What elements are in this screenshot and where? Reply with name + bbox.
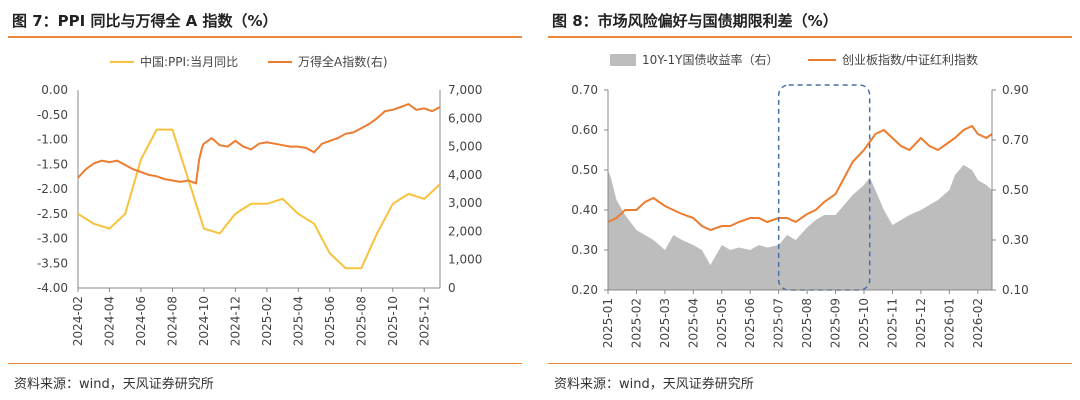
x-tick-label: 2025-04 [291,296,305,346]
x-tick-label: 2025-06 [323,296,337,346]
right-y-tick-label: 6,000 [448,111,482,125]
left-source-rule [8,363,522,364]
right-y-tick-label: 4,000 [448,168,482,182]
right-chart: 0.70 0.60 0.50 0.40 0.30 0.20 0.90 0.70 0.50 0.30… [571,52,1029,348]
right-panel: 图 8：市场风险偏好与国债期限利差（%） 0.70 0.60 0.50 0.40 0.3… [540,0,1080,400]
x-tick-label: 2025-12 [914,298,928,348]
right-title-rule [548,36,1072,38]
left-y-tick-label: 0.60 [571,123,598,137]
legend-ratio-label: 创业板指数/中证红利指数 [842,52,978,67]
left-y-tick-label: 0.50 [571,163,598,177]
left-y-tick-label: -0.50 [37,108,68,122]
right-y-tick-label: 0 [448,281,456,295]
x-tick-label: 2025-05 [715,298,729,348]
x-tick-label: 2025-10 [857,298,871,348]
x-tick-label: 2026-02 [971,298,985,348]
x-tick-label: 2025-11 [885,298,899,348]
x-tick-label: 2025-08 [354,296,368,346]
right-y-tick-label: 2,000 [448,224,482,238]
right-y-tick-label: 0.70 [1002,133,1029,147]
left-y-tick-label: 0.20 [571,283,598,297]
ppi-line [77,128,441,270]
right-y-tick-label: 7,000 [448,83,482,97]
x-tick-label: 2025-01 [601,298,615,348]
right-y-tick-label: 0.30 [1002,233,1029,247]
left-source-note: 资料来源：wind，天风证券研究所 [14,377,214,392]
left-y-tick-label: -1.00 [37,133,68,147]
wind-a-index-line [77,102,441,185]
x-tick-label: 2024-04 [102,296,116,346]
right-y-tick-label: 0.50 [1002,183,1029,197]
legend-index-label: 万得全A指数(右) [298,54,388,69]
x-tick-label: 2024-12 [228,296,242,346]
left-y-tick-label: 0.30 [571,243,598,257]
x-tick-label: 2024-10 [197,296,211,346]
left-y-tick-label: -1.50 [37,157,68,171]
x-tick-label: 2026-01 [942,298,956,348]
x-tick-label: 2025-12 [417,296,431,346]
left-y-tick-label: -2.50 [37,207,68,221]
x-tick-label: 2024-06 [134,296,148,346]
x-tick-label: 2025-06 [743,298,757,348]
x-tick-label: 2024-02 [71,296,85,346]
left-y-tick-label: -3.50 [37,256,68,270]
x-tick-label: 2025-02 [629,298,643,348]
right-y-tick-label: 3,000 [448,196,482,210]
legend-spread-label: 10Y-1Y国债收益率（右） [642,52,778,67]
right-source-rule [548,363,1072,364]
right-y-tick-label: 0.10 [1002,283,1029,297]
right-y-tick-label: 5,000 [448,140,482,154]
left-y-tick-label: 0.40 [571,203,598,217]
left-y-tick-label: -4.00 [37,281,68,295]
x-tick-label: 2025-07 [772,298,786,348]
right-source-note: 资料来源：wind，天风证券研究所 [554,377,754,392]
x-tick-label: 2025-03 [658,298,672,348]
x-tick-label: 2025-08 [800,298,814,348]
x-tick-label: 2025-09 [829,298,843,348]
x-tick-label: 2024-08 [165,296,179,346]
left-y-tick-label: 0.70 [571,83,598,97]
right-chart-title: 图 8：市场风险偏好与国债期限利差（%） [552,12,838,30]
left-chart: 0.00 -0.50 -1.00 -1.50 -2.00 -2.50 -3.00 -3.50 -… [37,54,482,346]
x-tick-label: 2025-04 [686,298,700,348]
left-y-tick-label: -3.00 [37,232,68,246]
legend-spread-swatch [610,54,636,66]
chinext-dividend-ratio-line [607,124,993,232]
x-tick-label: 2025-02 [260,296,274,346]
left-title-rule [8,36,522,38]
left-panel: 图 7：PPI 同比与万得全 A 指数（%） 0.00 -0.50 -1.00 -1.… [0,0,530,400]
legend-ppi-label: 中国:PPI:当月同比 [140,54,238,69]
left-chart-title: 图 7：PPI 同比与万得全 A 指数（%） [12,12,278,30]
x-tick-label: 2025-10 [386,296,400,346]
left-y-tick-label: 0.00 [41,83,68,97]
term-spread-area [608,165,992,290]
right-y-tick-label: 0.90 [1002,83,1029,97]
left-y-tick-label: -2.00 [37,182,68,196]
right-y-tick-label: 1,000 [448,253,482,267]
